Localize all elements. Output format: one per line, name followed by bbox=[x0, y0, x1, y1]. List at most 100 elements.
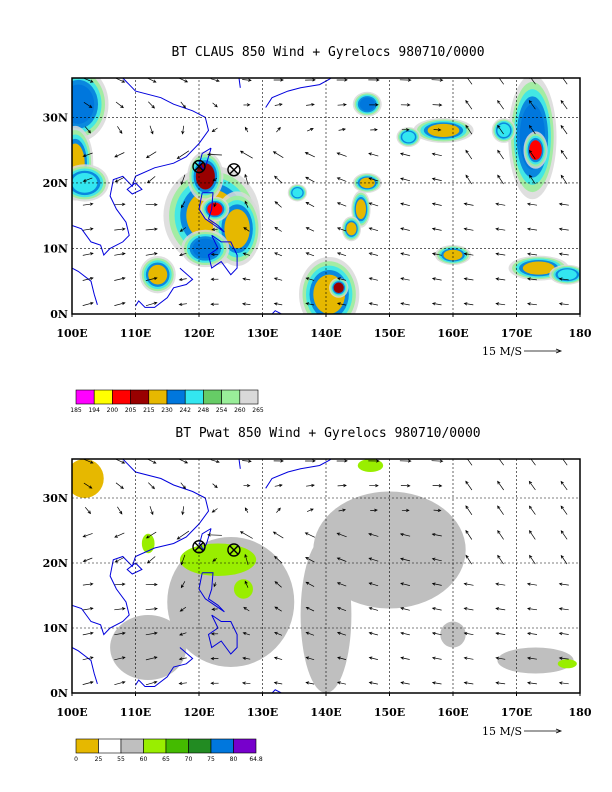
wind-vector bbox=[368, 681, 378, 685]
colorbar-swatch bbox=[221, 389, 241, 405]
reference-vector-label: 15 M/S bbox=[482, 345, 522, 358]
colorbar-label: 25 bbox=[95, 756, 103, 763]
wind-vector bbox=[212, 177, 217, 182]
wind-vector bbox=[145, 151, 157, 159]
coastline-segment bbox=[126, 562, 143, 575]
wind-vector bbox=[306, 483, 315, 488]
wind-vector bbox=[305, 302, 315, 306]
y-tick-label: 10N bbox=[43, 622, 68, 635]
shaded-region bbox=[557, 659, 577, 669]
coastline-segment bbox=[207, 614, 238, 655]
colorbar-label: 254 bbox=[216, 407, 228, 414]
wind-vector bbox=[114, 656, 126, 661]
y-tick-label: 0N bbox=[50, 687, 68, 700]
wind-vector bbox=[336, 459, 348, 463]
wind-vector bbox=[242, 252, 251, 256]
wind-vector bbox=[336, 177, 347, 182]
wind-vector bbox=[497, 149, 504, 160]
colorbar-swatch bbox=[188, 738, 212, 754]
y-tick-label: 10N bbox=[43, 242, 68, 255]
wind-vector bbox=[465, 459, 473, 466]
wind-vector bbox=[180, 201, 186, 209]
wind-vector bbox=[370, 508, 378, 512]
coastline-segment bbox=[72, 647, 98, 685]
coastline-segment bbox=[265, 459, 332, 489]
gyre-markers bbox=[192, 540, 241, 557]
colorbar-swatch bbox=[210, 738, 234, 754]
wind-vector bbox=[399, 532, 411, 537]
wind-vector bbox=[305, 277, 315, 281]
wind-vector bbox=[145, 656, 158, 661]
wind-vector bbox=[213, 582, 217, 588]
wind-vector bbox=[336, 681, 347, 685]
wind-vector bbox=[145, 301, 158, 307]
wind-vector bbox=[114, 227, 126, 231]
shaded-region bbox=[292, 188, 303, 198]
wind-vector bbox=[558, 681, 569, 685]
wind-vector bbox=[561, 78, 568, 85]
wind-vectors bbox=[82, 78, 569, 307]
wind-vector bbox=[273, 302, 283, 306]
wind-vector bbox=[212, 483, 218, 489]
colorbar-label: 260 bbox=[234, 407, 246, 414]
colorbar-label: 64.8 bbox=[249, 756, 263, 763]
wind-vector bbox=[497, 78, 504, 85]
wind-vector bbox=[527, 277, 537, 281]
shaded-region bbox=[522, 261, 555, 275]
wind-vector bbox=[431, 252, 442, 256]
wind-vector bbox=[273, 277, 283, 281]
wind-vector bbox=[527, 227, 538, 231]
wind-vector bbox=[336, 202, 347, 207]
wind-vector bbox=[145, 252, 158, 256]
colorbar-label: 200 bbox=[107, 407, 119, 414]
wind-vector bbox=[243, 483, 251, 488]
wind-vector bbox=[368, 177, 379, 182]
x-tick-label: 130E bbox=[247, 706, 278, 719]
x-tick-label: 100E bbox=[56, 706, 87, 719]
wind-vector bbox=[244, 507, 249, 513]
wind-vector bbox=[529, 174, 536, 185]
wind-vector bbox=[244, 126, 249, 133]
wind-vector bbox=[244, 553, 249, 565]
wind-vector bbox=[558, 631, 569, 636]
wind-vector bbox=[336, 631, 347, 636]
wind-vector bbox=[211, 127, 218, 133]
shaded-region bbox=[233, 579, 253, 599]
wind-vector bbox=[369, 103, 379, 107]
wind-vector bbox=[273, 78, 284, 82]
wind-vector bbox=[558, 582, 569, 586]
wind-vector bbox=[463, 607, 474, 611]
wind-vector bbox=[495, 302, 506, 306]
wind-vector bbox=[336, 78, 348, 82]
wind-vector bbox=[495, 656, 506, 660]
wind-vector bbox=[213, 202, 217, 208]
colorbar: 185 194 200 205 215 230 242 248 254 260 265 bbox=[70, 389, 264, 414]
colorbar-label: 194 bbox=[88, 407, 100, 414]
shaded-region bbox=[333, 282, 344, 294]
pwat-shading bbox=[72, 459, 577, 693]
wind-vector bbox=[274, 201, 282, 208]
wind-vector bbox=[305, 227, 315, 232]
chart-title: BT CLAUS 850 Wind + Gyrelocs 980710/0000 bbox=[171, 45, 484, 60]
wind-vector bbox=[401, 508, 410, 513]
wind-vector bbox=[211, 508, 218, 513]
wind-vector bbox=[497, 124, 504, 135]
wind-vector bbox=[465, 99, 473, 110]
wind-vector bbox=[495, 277, 506, 281]
shaded-region bbox=[427, 123, 460, 137]
wind-vector bbox=[431, 202, 442, 206]
wind-vector bbox=[244, 200, 249, 208]
shaded-region bbox=[443, 249, 463, 261]
colorbar-swatch bbox=[239, 389, 259, 405]
wind-vector bbox=[274, 606, 282, 612]
chart-title: BT Pwat 850 Wind + Gyrelocs 980710/0000 bbox=[175, 426, 480, 441]
wind-vector bbox=[176, 530, 190, 540]
colorbar-label: 80 bbox=[230, 756, 238, 763]
claus-shading bbox=[72, 78, 580, 314]
shaded-region bbox=[313, 491, 466, 609]
wind-vector bbox=[306, 508, 314, 512]
wind-vector bbox=[305, 78, 316, 82]
wind-vector bbox=[432, 484, 443, 488]
wind-vector bbox=[399, 78, 412, 82]
wind-vector bbox=[243, 227, 250, 232]
